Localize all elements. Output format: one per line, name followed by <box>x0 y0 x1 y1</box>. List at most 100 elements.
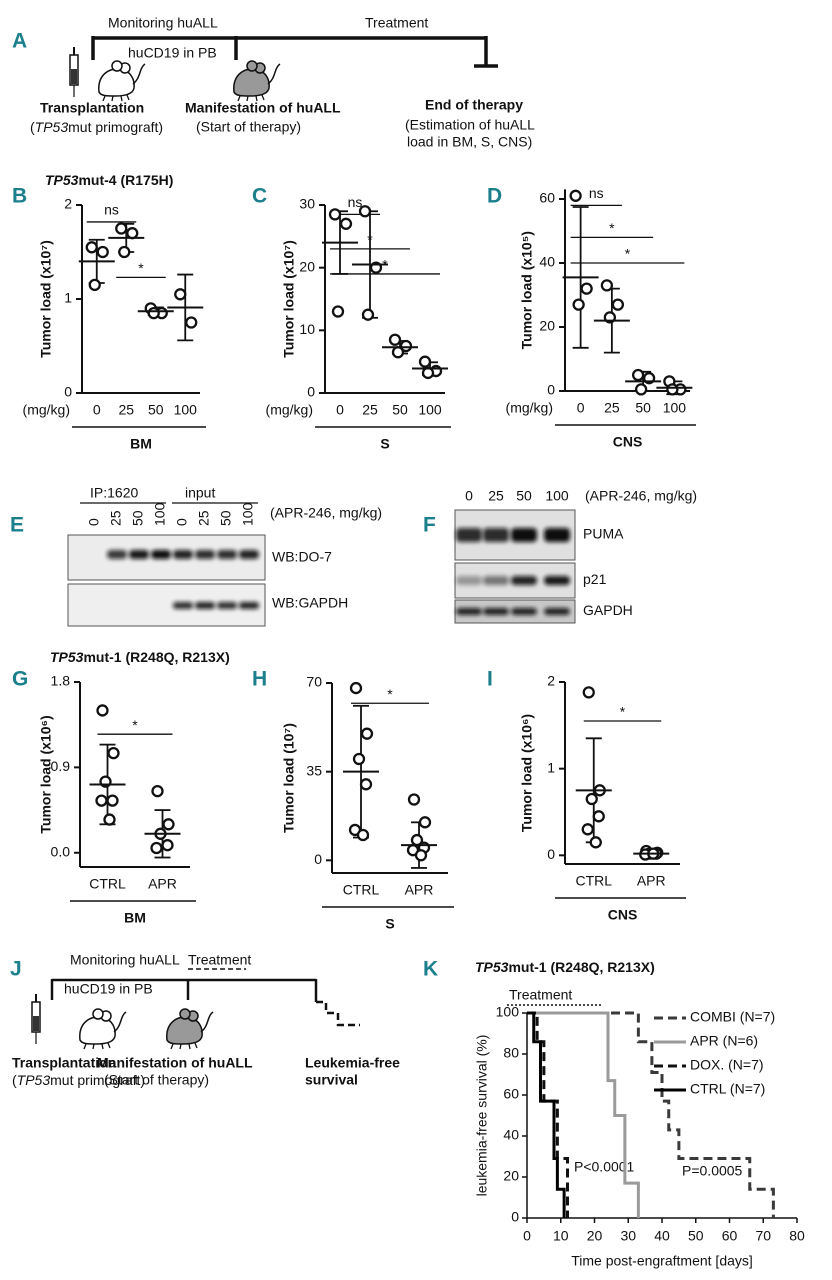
x-axis-label: BM <box>124 910 146 926</box>
legend-label: APR (N=6) <box>690 1033 758 1049</box>
data-point <box>85 241 98 254</box>
x-tick-label: 10 <box>553 1228 569 1244</box>
lane-label: 0 <box>174 518 190 526</box>
x-tick-label: 80 <box>789 1228 805 1244</box>
lane-label: 25 <box>108 510 124 526</box>
x-tick-label: 70 <box>755 1228 771 1244</box>
data-point <box>88 278 101 292</box>
significance-label: * <box>387 686 393 702</box>
blot-band <box>173 602 193 609</box>
y-tick-label: 70 <box>306 674 322 690</box>
legend-label: CTRL (N=7) <box>690 1081 765 1097</box>
data-point <box>96 704 109 717</box>
y-tick-label: 1 <box>547 759 555 775</box>
step-note: (Estimation of huALL <box>405 117 535 133</box>
survival-curve <box>527 1011 566 1218</box>
x-unit: (mg/kg) <box>266 402 313 418</box>
p-value: P<0.0001 <box>574 1159 635 1175</box>
data-point <box>589 836 602 849</box>
data-point <box>592 810 605 823</box>
survival-curve <box>527 1011 775 1218</box>
y-tick-label: 0 <box>307 384 315 400</box>
data-point <box>349 681 363 695</box>
data-point <box>569 189 582 202</box>
step-note: (Start of therapy) <box>196 119 301 135</box>
blot-band <box>544 608 570 615</box>
step-note: (TP53mut primograft) <box>12 1072 145 1088</box>
mouse-body <box>166 1016 203 1045</box>
phase-label: Monitoring huALL <box>70 952 180 968</box>
blot-band <box>456 528 482 542</box>
data-point <box>600 279 614 292</box>
mouse-tail <box>200 1011 214 1033</box>
chart-title: TP53mut-1 (R248Q, R213X) <box>50 649 230 665</box>
y-axis-label: Tumor load (x10⁵) <box>519 231 535 349</box>
panel-letter: F <box>423 514 436 537</box>
syringe-fluid <box>33 1016 39 1031</box>
mouse-body <box>98 68 135 97</box>
y-tick-label: 0 <box>547 382 555 398</box>
y-tick-label: 1.8 <box>51 673 71 689</box>
x-tick-label: 0 <box>93 402 101 418</box>
y-axis-label: Tumor load (x10⁷) <box>38 240 54 358</box>
x-tick-label: 50 <box>688 1228 704 1244</box>
lane-label: 50 <box>130 510 146 526</box>
y-tick-label: 20 <box>503 1168 519 1184</box>
data-point <box>115 222 128 235</box>
x-tick-label: 0 <box>523 1228 531 1244</box>
mouse-ear <box>246 60 258 72</box>
step-note-part: TP53 <box>35 119 69 135</box>
mouse-body <box>79 1016 116 1045</box>
blot-band <box>107 550 127 559</box>
phase-label: Treatment <box>188 952 251 968</box>
blot-band <box>511 576 537 585</box>
x-tick-label: 20 <box>587 1228 603 1244</box>
step-note: (Start of therapy) <box>104 1072 209 1088</box>
x-tick-label: 100 <box>418 402 442 418</box>
data-point <box>418 816 432 829</box>
significance-label: * <box>609 220 615 236</box>
syringe-fluid <box>71 69 77 84</box>
y-tick-label: 40 <box>503 1127 519 1143</box>
data-point <box>339 217 353 230</box>
data-point <box>147 306 160 320</box>
blot-band <box>151 550 171 559</box>
y-tick-label: 0 <box>314 851 322 867</box>
significance-label: ns <box>589 185 604 201</box>
data-point <box>185 316 198 329</box>
data-point <box>96 245 109 259</box>
legend-label: DOX. (N=7) <box>690 1057 764 1073</box>
blot-band <box>239 602 259 609</box>
x-axis-label: CNS <box>613 434 643 450</box>
blot-row-label: WB:GAPDH <box>272 595 348 611</box>
step-title: Manifestation of huALL <box>185 100 341 116</box>
x-axis-label: BM <box>130 436 152 452</box>
y-tick-label: 60 <box>539 190 555 206</box>
mouse-ear <box>92 1008 104 1020</box>
data-point <box>360 727 374 740</box>
mouse-tail <box>132 63 146 85</box>
chart-title-part: TP53 <box>475 959 509 975</box>
x-axis-label: Time post-engraftment [days] <box>571 1253 753 1269</box>
x-tick-label: 30 <box>620 1228 636 1244</box>
treatment-label: Treatment <box>509 987 572 1003</box>
y-tick-label: 0 <box>511 1209 519 1225</box>
step-title: Manifestation of huALL <box>97 1055 253 1071</box>
panel-letter: J <box>10 958 22 981</box>
lane-label: 100 <box>152 502 168 526</box>
marker-label: huCD19 in PB <box>128 45 217 61</box>
panel-letter: K <box>423 958 438 981</box>
mouse-icon <box>233 60 281 102</box>
data-point <box>611 298 625 311</box>
mouse-body <box>233 68 270 97</box>
data-point <box>126 227 139 240</box>
data-point <box>150 841 163 855</box>
significance-label: ns <box>104 202 119 218</box>
mouse-legs <box>170 1042 198 1050</box>
data-point <box>174 288 187 301</box>
data-point <box>572 298 585 311</box>
lane-label: 25 <box>196 510 212 526</box>
y-axis-label: Tumor load (x10⁶) <box>38 715 54 833</box>
panel-letter: D <box>487 185 502 208</box>
panel-letter: H <box>252 668 267 691</box>
